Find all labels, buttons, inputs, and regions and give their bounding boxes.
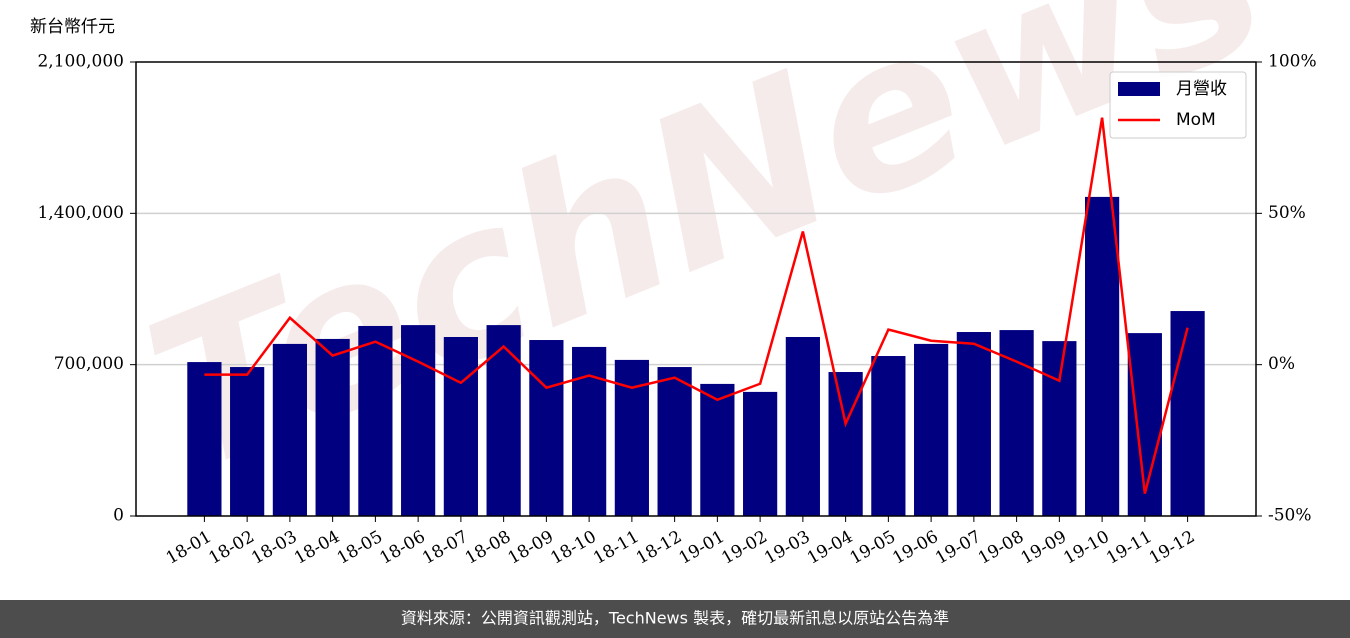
- y2-tick-label: 100%: [1268, 52, 1317, 72]
- bar: [1085, 196, 1120, 516]
- x-tick-label: 18-06: [376, 527, 428, 569]
- bar: [871, 356, 906, 516]
- footer: 資料來源：公開資訊觀測站，TechNews 製表，確切最新訊息以原站公告為準: [401, 609, 949, 628]
- x-tick-label: 18-01: [163, 527, 215, 569]
- x-tick-label: 19-05: [847, 527, 899, 569]
- x-tick-label: 18-05: [334, 527, 386, 569]
- legend-label: MoM: [1176, 110, 1216, 130]
- y2-tick-label: -50%: [1268, 506, 1312, 526]
- x-tick-label: 19-06: [889, 527, 941, 569]
- bar: [828, 372, 863, 516]
- x-tick-label: 19-09: [1018, 527, 1070, 569]
- plot-frame: [135, 61, 1257, 517]
- bar: [443, 336, 478, 516]
- x-tick-label: 18-08: [462, 527, 514, 569]
- x-tick-label: 18-12: [633, 527, 685, 569]
- bar: [187, 362, 222, 516]
- bar: [358, 325, 393, 516]
- line: [204, 117, 1189, 494]
- bar: [230, 367, 265, 516]
- y2-tick-label: 50%: [1268, 203, 1306, 223]
- y-axis-label: 新台幣仟元: [30, 17, 115, 37]
- x-tick-label: 18-07: [419, 527, 471, 569]
- x-tick-label: 19-04: [804, 527, 856, 569]
- x-tick-label: 18-09: [505, 527, 557, 569]
- bar: [272, 343, 307, 516]
- x-tick-label: 19-02: [718, 527, 770, 569]
- y-tick-label: 1,400,000: [37, 203, 124, 223]
- bar: [700, 383, 735, 516]
- bar: [315, 338, 350, 516]
- x-tick-label: 19-10: [1060, 527, 1112, 569]
- y2-tick-label: 0%: [1268, 354, 1295, 374]
- x-tick-label: 19-08: [975, 527, 1027, 569]
- x-tick-label: 18-10: [547, 527, 599, 569]
- x-tick-label: 19-03: [761, 527, 813, 569]
- x-tick-label: 19-07: [932, 527, 984, 569]
- x-tick-label: 18-02: [205, 527, 257, 569]
- bar: [401, 325, 436, 516]
- x-tick-label: 19-01: [676, 527, 728, 569]
- bar: [486, 325, 521, 516]
- bar: [1042, 341, 1077, 516]
- x-tick-label: 18-04: [291, 527, 343, 569]
- x-tick-label: 19-12: [1146, 527, 1198, 569]
- legend-swatch: [1118, 82, 1160, 96]
- x-tick-label: 19-11: [1103, 527, 1155, 569]
- footer-band: [0, 600, 1350, 638]
- bar: [657, 367, 692, 516]
- y-tick-label: 700,000: [54, 354, 124, 374]
- bar: [956, 332, 991, 516]
- bar: [529, 340, 564, 516]
- y-tick-label: 0: [113, 506, 124, 526]
- bar: [914, 343, 949, 516]
- y-tick-label: 2,100,000: [37, 52, 124, 72]
- bar: [572, 346, 607, 516]
- legend-label: 月營收: [1176, 79, 1227, 99]
- bar: [743, 391, 778, 516]
- bar: [785, 336, 820, 516]
- bar: [1170, 311, 1205, 516]
- x-tick-label: 18-03: [248, 527, 300, 569]
- x-tick-label: 18-11: [590, 527, 642, 569]
